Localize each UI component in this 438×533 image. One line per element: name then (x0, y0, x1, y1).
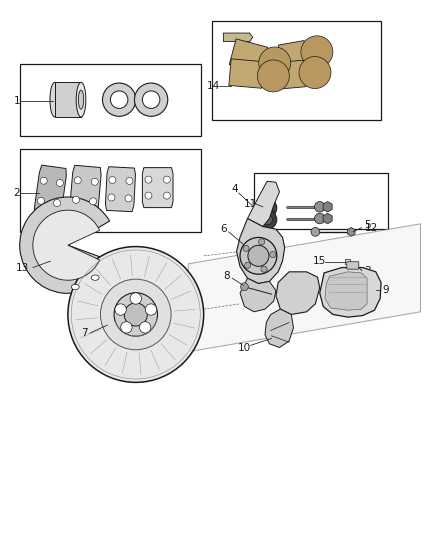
Text: 8: 8 (223, 271, 230, 281)
Circle shape (121, 322, 132, 333)
Ellipse shape (50, 83, 60, 117)
Text: 7: 7 (81, 328, 88, 338)
Text: 5: 5 (364, 220, 371, 230)
Polygon shape (35, 165, 66, 219)
Circle shape (115, 304, 126, 315)
Circle shape (57, 180, 64, 187)
Circle shape (258, 239, 265, 245)
Polygon shape (265, 309, 293, 348)
Circle shape (258, 60, 290, 92)
Circle shape (139, 322, 151, 333)
Polygon shape (70, 165, 101, 216)
Ellipse shape (76, 83, 86, 117)
Polygon shape (229, 39, 268, 73)
Wedge shape (20, 197, 113, 293)
Circle shape (124, 303, 147, 326)
Circle shape (145, 192, 152, 199)
Polygon shape (188, 224, 420, 352)
Text: 1: 1 (13, 96, 20, 106)
Circle shape (163, 176, 170, 183)
Circle shape (262, 214, 272, 225)
Circle shape (311, 228, 320, 236)
Text: 10: 10 (238, 343, 251, 352)
Circle shape (314, 201, 325, 212)
Polygon shape (247, 181, 279, 227)
Circle shape (74, 177, 81, 184)
Circle shape (109, 176, 116, 183)
Circle shape (89, 198, 96, 205)
Text: 13: 13 (16, 263, 29, 272)
Circle shape (130, 293, 141, 304)
Polygon shape (320, 268, 381, 317)
Text: 11: 11 (244, 199, 257, 208)
Circle shape (270, 252, 276, 257)
Circle shape (258, 210, 277, 229)
Circle shape (68, 247, 204, 382)
Text: 9: 9 (382, 286, 389, 295)
Circle shape (301, 36, 333, 68)
Circle shape (53, 199, 60, 207)
Bar (20, 64, 201, 136)
Polygon shape (278, 41, 309, 71)
Circle shape (125, 195, 132, 202)
Circle shape (240, 237, 277, 274)
Bar (55, 83, 81, 117)
Circle shape (262, 203, 272, 213)
Circle shape (142, 91, 160, 108)
Polygon shape (325, 272, 367, 310)
Text: 15: 15 (313, 256, 326, 266)
Circle shape (37, 197, 44, 204)
Circle shape (163, 192, 170, 199)
Circle shape (243, 245, 249, 252)
Polygon shape (223, 33, 253, 42)
Polygon shape (277, 60, 306, 89)
Ellipse shape (78, 90, 84, 109)
Circle shape (40, 177, 47, 184)
Circle shape (259, 47, 291, 79)
Text: 12: 12 (365, 223, 378, 233)
Circle shape (258, 198, 277, 217)
Circle shape (244, 262, 251, 269)
Bar (254, 173, 388, 229)
Circle shape (145, 176, 152, 183)
Text: 3: 3 (364, 266, 371, 276)
Circle shape (100, 279, 171, 350)
Polygon shape (276, 272, 320, 314)
Circle shape (314, 213, 325, 224)
Circle shape (102, 83, 136, 116)
Circle shape (73, 196, 80, 204)
Circle shape (299, 56, 331, 88)
Polygon shape (229, 59, 264, 88)
Circle shape (145, 304, 157, 315)
Polygon shape (106, 167, 135, 212)
Bar (212, 21, 381, 120)
Circle shape (114, 293, 158, 336)
Polygon shape (240, 278, 276, 312)
Ellipse shape (91, 275, 99, 280)
Wedge shape (33, 210, 100, 280)
Circle shape (108, 194, 115, 201)
Polygon shape (237, 219, 285, 284)
Circle shape (126, 177, 133, 184)
Bar (345, 259, 350, 264)
Ellipse shape (71, 284, 79, 289)
Text: 2: 2 (13, 188, 20, 198)
Circle shape (91, 178, 98, 185)
Bar (20, 149, 201, 232)
Circle shape (110, 91, 128, 108)
Text: 6: 6 (220, 224, 227, 234)
Text: 14: 14 (207, 82, 220, 91)
Polygon shape (142, 167, 173, 207)
Text: 4: 4 (231, 184, 238, 194)
Circle shape (134, 83, 168, 116)
Circle shape (261, 266, 267, 272)
FancyBboxPatch shape (347, 262, 359, 269)
Circle shape (240, 283, 248, 290)
Circle shape (248, 245, 269, 266)
